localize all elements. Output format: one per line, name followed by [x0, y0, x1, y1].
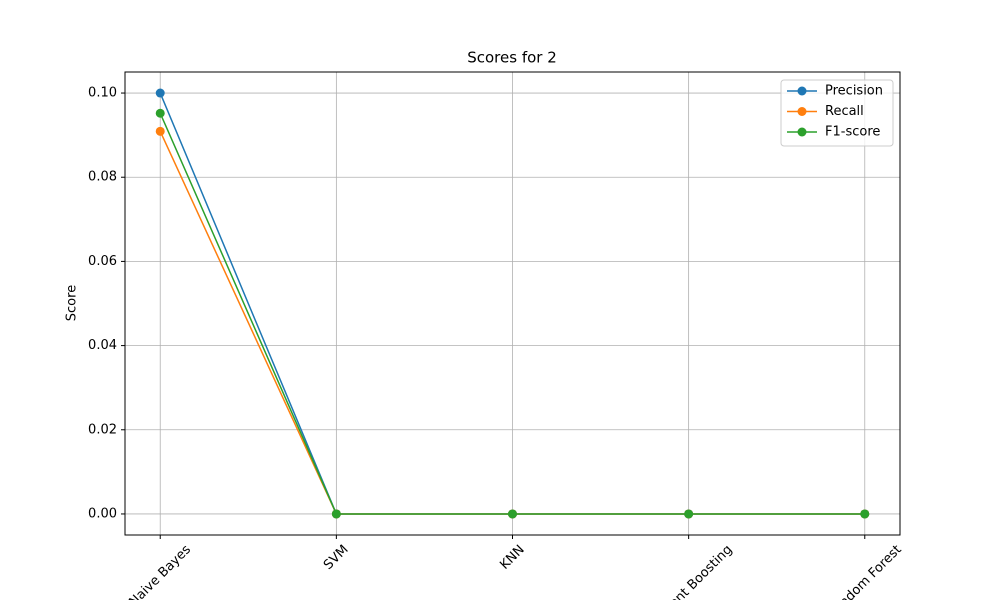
plot-frame [124, 71, 901, 536]
y-tick-label: 0.08 [88, 170, 117, 185]
legend-label: Precision [825, 84, 883, 99]
chart-title: Scores for 2 [467, 49, 557, 67]
legend-marker [797, 86, 807, 96]
x-tick-label: SVM [321, 542, 352, 573]
point [155, 126, 165, 136]
y-tick-label: 0.04 [88, 338, 117, 353]
point [155, 108, 165, 118]
point [508, 509, 517, 519]
y-tick-label: 0.02 [88, 422, 117, 437]
legend-marker [797, 127, 807, 137]
legend-box [780, 79, 894, 147]
y-tick-label: 0.06 [88, 254, 117, 269]
point [331, 509, 341, 519]
legend-marker [797, 107, 807, 116]
y-axis-label: Score [65, 285, 80, 321]
y-tick-label: 0.10 [88, 86, 117, 101]
point [155, 88, 165, 98]
x-tick-label: KNN [497, 542, 527, 572]
legend-label: Recall [825, 104, 864, 119]
x-tick-label: Gradient Boosting [642, 542, 736, 600]
legend-label: F1-score [825, 125, 880, 140]
y-tick-label: 0.00 [88, 506, 117, 521]
x-tick-label: Naive Bayes [126, 542, 194, 600]
x-tick-label: Random Forest [825, 542, 905, 600]
point [684, 509, 694, 519]
point [860, 509, 870, 519]
